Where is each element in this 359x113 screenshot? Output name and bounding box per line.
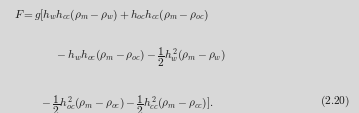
Text: $-\; \dfrac{1}{2}h_{oc}^2(\rho_m - \rho_{oc}) - \dfrac{1}{2}h_{cc}^2(\rho_m - \r: $-\; \dfrac{1}{2}h_{oc}^2(\rho_m - \rho_… [41, 93, 214, 113]
Text: $F = g[h_w h_{cc}(\rho_m - \rho_w) + h_{oc}h_{cc}(\rho_m - \rho_{oc})$: $F = g[h_w h_{cc}(\rho_m - \rho_w) + h_{… [14, 8, 209, 23]
Text: $-\; h_w h_{oc}(\rho_m - \rho_{oc}) - \dfrac{1}{2}h_w^2(\rho_m - \rho_w)$: $-\; h_w h_{oc}(\rho_m - \rho_{oc}) - \d… [56, 45, 225, 69]
Text: $(2.20)$: $(2.20)$ [320, 93, 350, 108]
